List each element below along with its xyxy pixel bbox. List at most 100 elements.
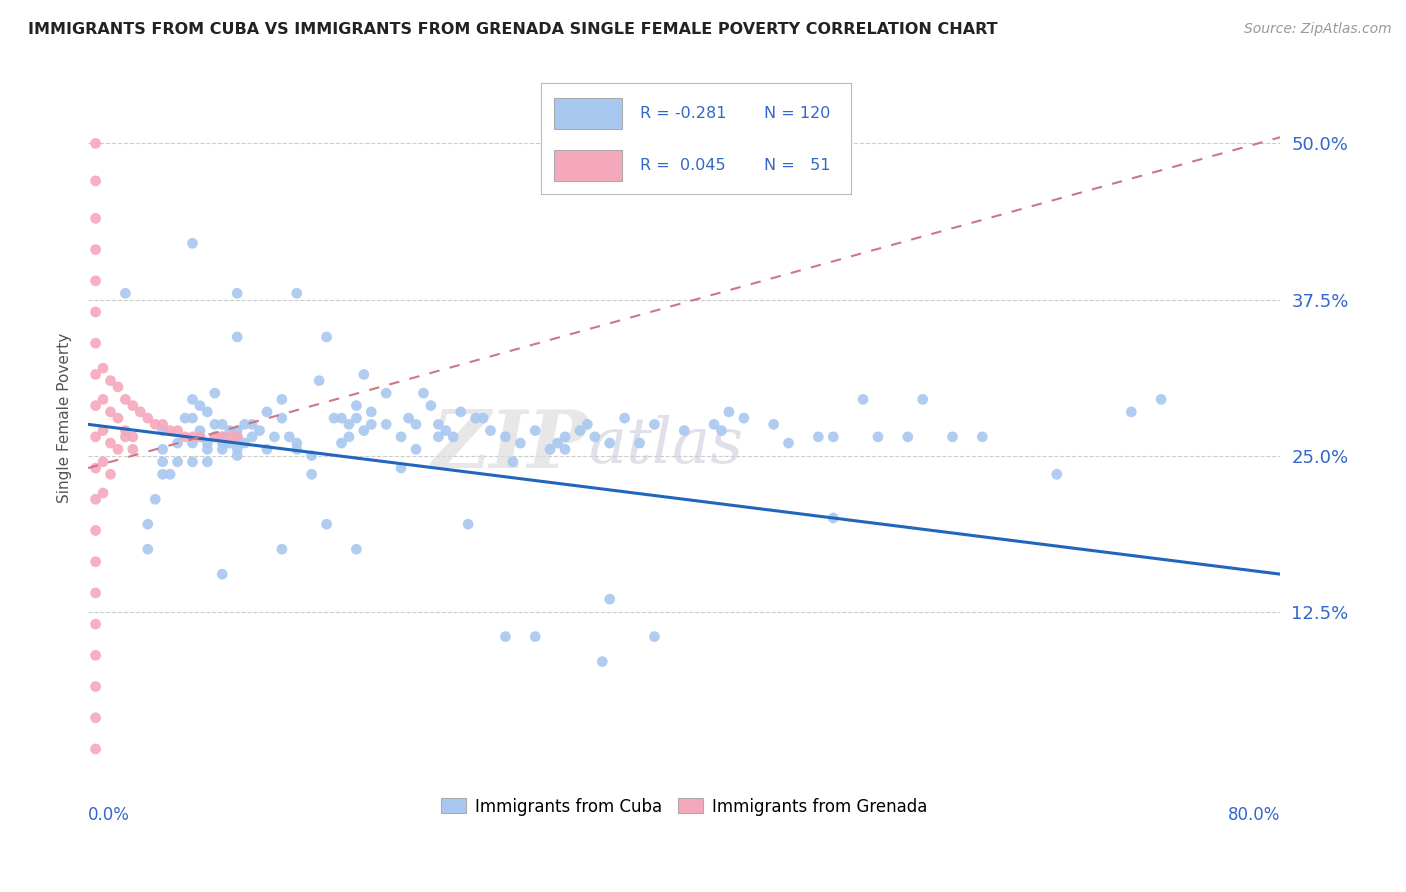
Point [405, 417, 427, 432]
Point [188, 430, 211, 444]
Point [554, 430, 576, 444]
Point [911, 392, 934, 407]
Point [188, 399, 211, 413]
Point [211, 567, 233, 582]
Point [315, 517, 337, 532]
Point [263, 430, 285, 444]
Point [84, 243, 107, 257]
Point [450, 405, 472, 419]
Point [84, 680, 107, 694]
Point [427, 430, 450, 444]
Point [427, 417, 450, 432]
Point [84, 368, 107, 382]
Point [389, 461, 412, 475]
Point [240, 430, 263, 444]
Point [249, 424, 271, 438]
Point [717, 405, 740, 419]
Point [91, 455, 114, 469]
Point [114, 424, 136, 438]
Point [107, 411, 129, 425]
Point [823, 511, 845, 525]
Point [464, 411, 486, 425]
Point [195, 405, 218, 419]
Point [285, 442, 308, 457]
Text: 80.0%: 80.0% [1227, 806, 1281, 824]
Point [159, 467, 181, 482]
Point [204, 417, 226, 432]
Point [91, 392, 114, 407]
Point [457, 517, 479, 532]
Point [226, 424, 249, 438]
Point [129, 405, 152, 419]
Point [91, 361, 114, 376]
Point [84, 430, 107, 444]
Point [84, 555, 107, 569]
Point [472, 411, 495, 425]
Point [278, 430, 301, 444]
Point [823, 430, 845, 444]
Point [121, 442, 143, 457]
Point [412, 386, 434, 401]
Text: Source: ZipAtlas.com: Source: ZipAtlas.com [1244, 22, 1392, 37]
Point [226, 449, 249, 463]
Point [152, 417, 174, 432]
Point [188, 430, 211, 444]
Point [166, 436, 188, 450]
Point [323, 411, 346, 425]
Legend: Immigrants from Cuba, Immigrants from Grenada: Immigrants from Cuba, Immigrants from Gr… [434, 791, 934, 822]
Point [479, 424, 502, 438]
Point [226, 442, 249, 457]
Point [554, 442, 576, 457]
Point [84, 617, 107, 632]
Point [972, 430, 994, 444]
Point [143, 492, 166, 507]
Point [643, 630, 665, 644]
Point [204, 386, 226, 401]
Point [941, 430, 963, 444]
Point [174, 411, 197, 425]
Point [270, 411, 292, 425]
Point [375, 386, 398, 401]
Point [84, 174, 107, 188]
Point [84, 711, 107, 725]
Point [84, 461, 107, 475]
Point [330, 436, 353, 450]
Point [166, 455, 188, 469]
Point [226, 430, 249, 444]
Point [240, 417, 263, 432]
Point [121, 430, 143, 444]
Point [181, 236, 204, 251]
Point [100, 436, 122, 450]
Point [218, 436, 240, 450]
Point [204, 430, 226, 444]
Point [84, 136, 107, 151]
Point [204, 430, 226, 444]
Point [591, 655, 613, 669]
Point [211, 430, 233, 444]
Point [778, 436, 800, 450]
Point [360, 417, 382, 432]
Point [100, 467, 122, 482]
Point [807, 430, 830, 444]
Point [84, 211, 107, 226]
Text: atlas: atlas [589, 416, 744, 477]
Point [897, 430, 920, 444]
Point [218, 424, 240, 438]
Point [538, 442, 561, 457]
Point [502, 455, 524, 469]
Point [344, 411, 367, 425]
Point [114, 286, 136, 301]
Point [330, 411, 353, 425]
Point [509, 436, 531, 450]
Point [107, 380, 129, 394]
Point [181, 455, 204, 469]
Point [195, 436, 218, 450]
Point [315, 330, 337, 344]
Point [353, 368, 375, 382]
Point [195, 442, 218, 457]
Point [233, 436, 256, 450]
Text: ZIP: ZIP [432, 408, 589, 485]
Point [84, 648, 107, 663]
Point [181, 430, 204, 444]
Point [84, 742, 107, 756]
